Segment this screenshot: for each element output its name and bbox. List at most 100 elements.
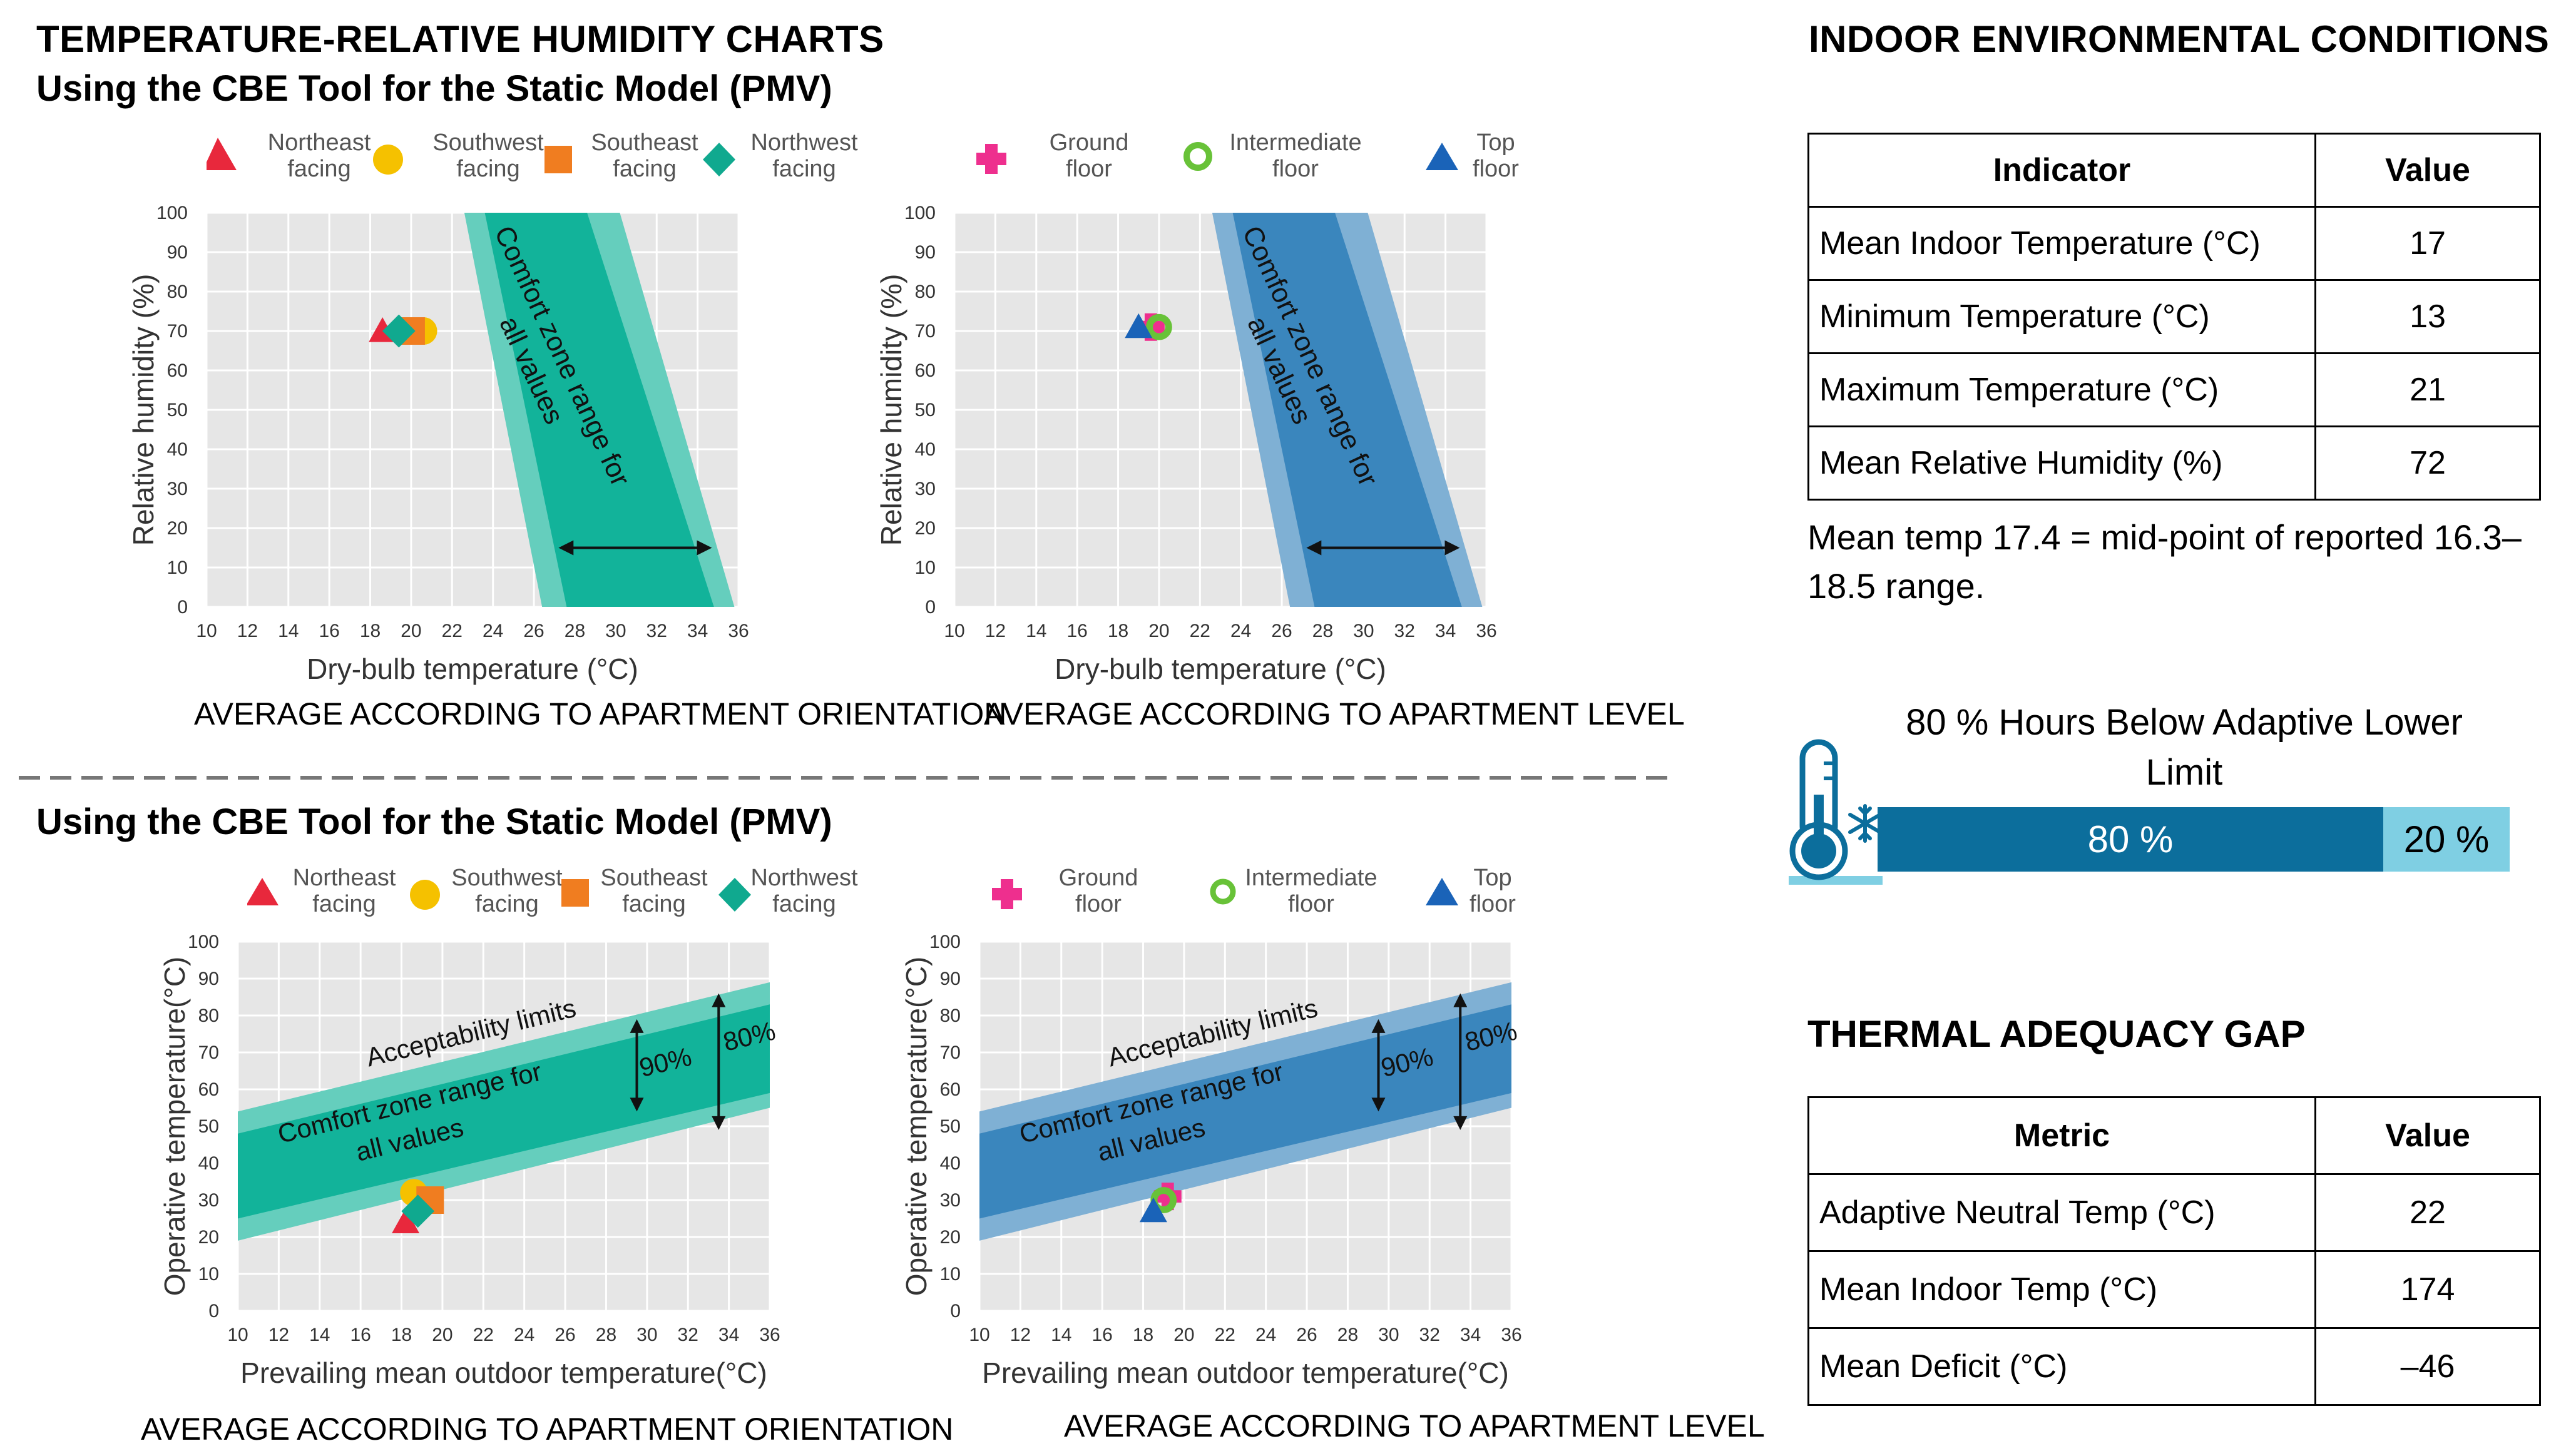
arrow-90-head-bottom	[630, 1097, 644, 1112]
triangle-marker-icon	[207, 138, 237, 170]
x-tick-label: 22	[473, 1325, 494, 1345]
arrow-80-head-bottom	[712, 1116, 726, 1130]
data-markers	[1125, 313, 1172, 341]
table-cell: 174	[2314, 1250, 2541, 1329]
x-tick-label: 14	[1051, 1325, 1071, 1345]
triangle-marker-icon	[1426, 143, 1458, 170]
y-tick-label: 90	[167, 242, 188, 263]
y-axis-label: Relative humidity (%)	[875, 274, 907, 546]
x-axis-label: Prevailing mean outdoor temperature(°C)	[982, 1357, 1509, 1389]
y-tick-label: 50	[167, 400, 188, 420]
x-tick-label: 16	[1066, 621, 1087, 641]
y-tick-label: 80	[940, 1005, 961, 1026]
x-tick-label: 32	[1419, 1325, 1440, 1345]
x-tick-label: 10	[196, 621, 217, 641]
svg-text:floor: floor	[1075, 891, 1122, 917]
table-cell: 72	[2314, 425, 2541, 501]
x-axis-label: Prevailing mean outdoor temperature(°C)	[240, 1357, 767, 1389]
svg-text:Intermediate: Intermediate	[1245, 865, 1377, 891]
y-tick-label: 70	[915, 321, 936, 342]
y-tick-label: 40	[915, 439, 936, 460]
y-tick-label: 80	[198, 1005, 219, 1026]
y-tick-label: 10	[915, 557, 936, 578]
legend-item-northwest: Northwest facing	[703, 130, 858, 182]
arrow-80-head-bottom	[1453, 1116, 1468, 1130]
y-tick-label: 10	[198, 1264, 219, 1285]
y-tick-label: 80	[915, 282, 936, 302]
conditions-table: Indicator Value Mean Indoor Temperature …	[1807, 133, 2541, 501]
table-cell: –46	[2314, 1327, 2541, 1406]
x-tick-label: 12	[237, 621, 258, 641]
y-tick-label: 20	[198, 1227, 219, 1248]
x-tick-label: 16	[1091, 1325, 1112, 1345]
y-tick-label: 0	[950, 1301, 961, 1321]
y-tick-label: 100	[156, 203, 188, 223]
table-row: Adaptive Neutral Temp (°C) 22	[1807, 1173, 2541, 1252]
caption-orientation-bottom: AVERAGE ACCORDING TO APARTMENT ORIENTATI…	[141, 1412, 954, 1447]
svg-text:Northwest: Northwest	[750, 865, 857, 891]
x-tick-label: 18	[1133, 1325, 1153, 1345]
legend-item-southwest: Southwest facing	[373, 130, 544, 182]
x-tick-label: 24	[1230, 621, 1251, 641]
legend-item-intermediate: Intermediate floor	[1183, 130, 1362, 182]
page-title: TEMPERATURE-RELATIVE HUMIDITY CHARTS	[36, 18, 884, 60]
x-tick-label: 26	[555, 1325, 575, 1345]
y-tick-label: 20	[940, 1227, 961, 1248]
caption-orientation-top: AVERAGE ACCORDING TO APARTMENT ORIENTATI…	[194, 696, 1007, 731]
range-arrow-head-right	[1444, 540, 1460, 556]
svg-text:floor: floor	[1288, 891, 1334, 917]
x-tick-label: 24	[514, 1325, 534, 1345]
range-arrow-head-right	[697, 540, 712, 556]
plus-marker-icon	[976, 144, 1006, 174]
svg-text:Intermediate: Intermediate	[1229, 130, 1361, 156]
y-tick-label: 90	[198, 969, 219, 989]
arrow-90-head-top	[1371, 1019, 1386, 1033]
x-tick-label: 36	[1501, 1325, 1521, 1345]
svg-text:floor: floor	[1272, 156, 1319, 182]
table-cell: 22	[2314, 1173, 2541, 1252]
legend-northeast-line1: Northeast	[268, 130, 371, 156]
x-tick-label: 30	[636, 1325, 657, 1345]
svg-text:Southeast: Southeast	[600, 865, 708, 891]
marker-ground-floor	[1153, 1183, 1182, 1211]
svg-text:Southwest: Southwest	[432, 130, 544, 156]
marker-top-floor	[1139, 1197, 1167, 1223]
subtitle-top: Using the CBE Tool for the Static Model …	[36, 68, 832, 109]
x-tick-label: 34	[1460, 1325, 1481, 1345]
y-tick-label: 30	[198, 1190, 219, 1211]
legend-orientation-bottom: Northeast facing Southwest facing Southe…	[247, 865, 858, 917]
x-tick-label: 16	[319, 621, 339, 641]
table-cell: Mean Indoor Temp (°C)	[1807, 1250, 2316, 1329]
legend-level-top: Ground floor Intermediate floor Top floo…	[976, 130, 1519, 182]
x-tick-label: 10	[944, 621, 964, 641]
svg-text:facing: facing	[622, 891, 685, 917]
comfort-zone	[1212, 213, 1483, 607]
y-tick-label: 20	[915, 518, 936, 539]
x-tick-label: 12	[985, 621, 1006, 641]
svg-text:floor: floor	[1470, 891, 1516, 917]
y-tick-label: 50	[915, 400, 936, 420]
legend-northeast-line2: facing	[287, 156, 350, 182]
gap-table: Metric Value Adaptive Neutral Temp (°C) …	[1807, 1096, 2541, 1406]
table-row: Mean Indoor Temp (°C) 174	[1807, 1250, 2541, 1329]
thermometer-snowflake-icon	[1789, 739, 1883, 885]
y-tick-label: 30	[915, 479, 936, 499]
y-tick-label: 50	[198, 1116, 219, 1137]
marker-northeast-facing	[392, 1208, 420, 1233]
x-tick-label: 36	[1476, 621, 1496, 641]
hours-title: 80 % Hours Below Adaptive Lower Limit	[1906, 702, 2463, 793]
x-tick-label: 14	[1026, 621, 1046, 641]
y-tick-label: 70	[940, 1042, 961, 1063]
tick-labels: 10 12 14 16 18 20 22 24 26 28 30 32 34 36 0 10 20 30 40 50 6…	[904, 203, 1497, 641]
y-axis-label: Operative temperature(°C)	[900, 957, 933, 1296]
x-tick-label: 18	[391, 1325, 412, 1345]
arrow-80-head-top	[712, 993, 726, 1007]
x-tick-label: 30	[1353, 621, 1374, 641]
conditions-title: INDOOR ENVIRONMENTAL CONDITIONS	[1809, 18, 2550, 60]
x-tick-label: 28	[596, 1325, 616, 1345]
table-cell: Maximum Temperature (°C)	[1807, 352, 2316, 427]
table-header: Value	[2314, 133, 2541, 208]
x-tick-label: 22	[442, 621, 463, 641]
y-tick-label: 60	[915, 360, 936, 381]
